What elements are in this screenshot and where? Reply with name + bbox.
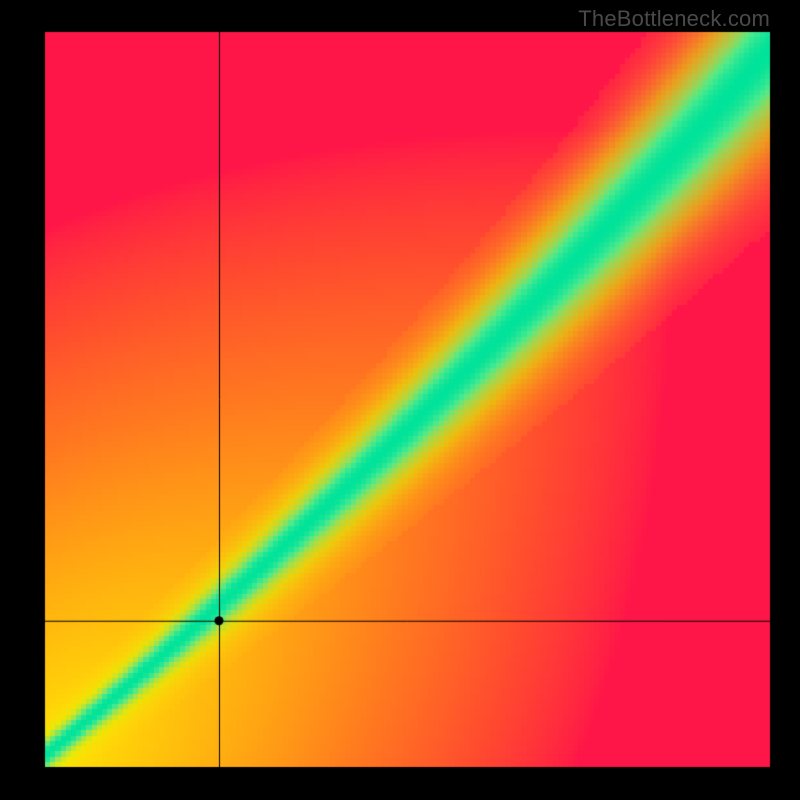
bottleneck-heatmap: [0, 0, 800, 800]
watermark-text: TheBottleneck.com: [578, 6, 770, 32]
chart-container: TheBottleneck.com: [0, 0, 800, 800]
